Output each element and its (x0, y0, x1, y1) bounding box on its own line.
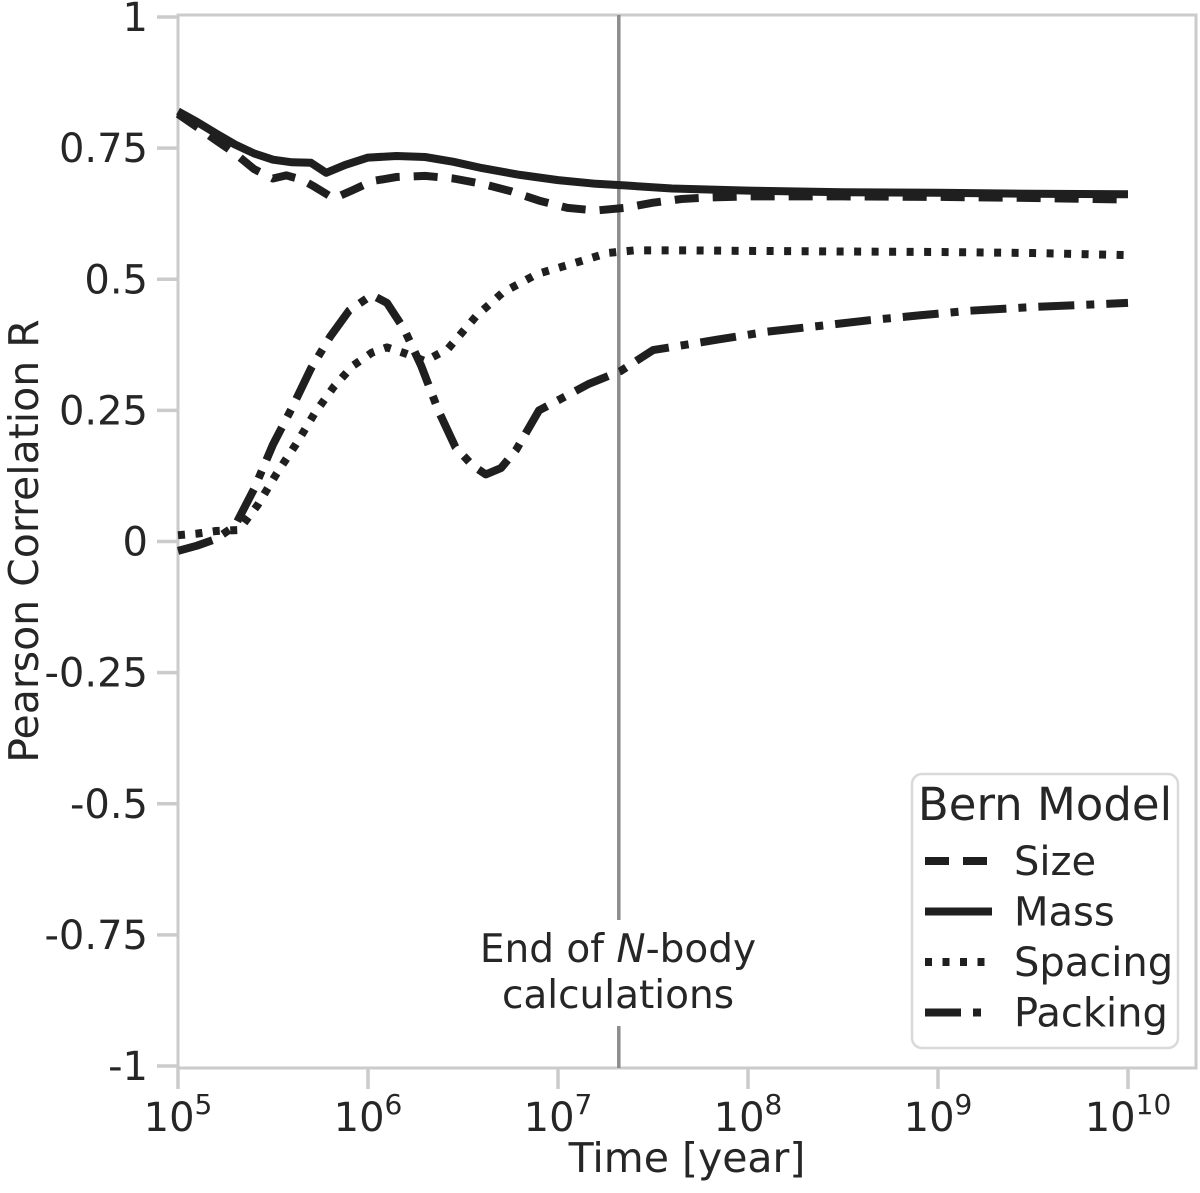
x-tick-label: 105 (144, 1088, 213, 1141)
y-tick-label: 0 (123, 520, 148, 566)
x-tick-label: 107 (524, 1088, 593, 1141)
y-tick-label: 1 (123, 0, 148, 41)
y-axis-label: Pearson Correlation R (0, 319, 48, 763)
x-axis-label: Time [year] (568, 1134, 806, 1182)
legend-label-packing: Packing (1014, 991, 1168, 1037)
y-tick-label: -0.5 (70, 782, 148, 828)
series-mass-line (176, 107, 1129, 199)
y-axis-ticks: 1 0.75 0.5 0.25 0 -0.25 -0.5 -0.75 -1 (45, 0, 178, 1090)
y-tick-label: 0.5 (84, 257, 148, 303)
legend-label-size: Size (1014, 839, 1096, 885)
y-tick-label: -0.75 (45, 913, 149, 959)
y-tick-label: 0.25 (59, 388, 148, 434)
x-tick-label: 108 (714, 1088, 783, 1141)
legend-box (910, 772, 1180, 1050)
y-tick-label: 0.75 (59, 126, 148, 172)
y-tick-label: -1 (108, 1044, 148, 1090)
series-size-line (175, 110, 1129, 215)
annotation-end-nbody-line2: calculations (502, 973, 734, 1018)
x-axis-ticks: 105 106 107 108 109 1010 (144, 1068, 1172, 1141)
legend-title: Bern Model (918, 778, 1172, 831)
data-series (175, 107, 1129, 555)
series-packing-line (176, 291, 1129, 555)
legend-label-spacing: Spacing (1014, 940, 1173, 986)
x-tick-label: 1010 (1085, 1088, 1172, 1141)
y-tick-label: -0.25 (45, 651, 149, 697)
series-spacing-line (177, 246, 1129, 540)
x-tick-label: 109 (904, 1088, 973, 1141)
annotation-end-nbody-line1: End of N-body (480, 927, 756, 972)
x-tick-label: 106 (334, 1088, 403, 1141)
legend-label-mass: Mass (1014, 890, 1115, 936)
